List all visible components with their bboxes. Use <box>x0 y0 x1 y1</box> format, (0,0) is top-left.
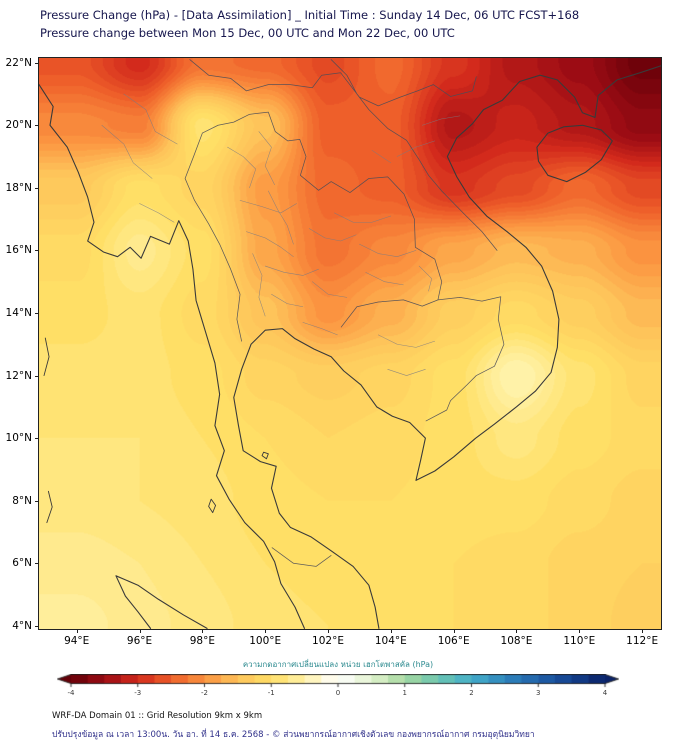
colorbar-canvas <box>57 674 619 689</box>
footer-domain-info: WRF-DA Domain 01 :: Grid Resolution 9km … <box>52 711 263 721</box>
province-borders-path <box>102 94 460 376</box>
x-axis-tick-mark <box>453 629 455 633</box>
y-axis-tick-label: 14°N <box>5 306 32 319</box>
x-axis-tick-mark <box>76 629 78 633</box>
x-axis-tick-mark <box>139 629 141 633</box>
x-axis-tick-label: 94°E <box>64 635 90 647</box>
x-axis-tick-mark <box>265 629 267 633</box>
page-title: Pressure Change (hPa) - [Data Assimilati… <box>40 8 580 22</box>
colorbar-tick-label: -4 <box>67 689 75 697</box>
page-subtitle: Pressure change between Mon 15 Dec, 00 U… <box>40 26 455 40</box>
x-axis-tick-label: 100°E <box>249 635 282 647</box>
x-axis-tick-mark <box>328 629 329 633</box>
y-axis-tick-label: 12°N <box>5 369 32 382</box>
x-axis-tick-label: 96°E <box>126 635 153 647</box>
country-borders-path <box>185 60 504 567</box>
y-axis-tick-mark <box>35 375 39 377</box>
coastline-hainan-path <box>537 125 612 181</box>
map-plot-area: 94°E 96°E 98°E 100°E 102°E 104°E 106°E 108°E 110… <box>6 57 662 647</box>
colorbar-tick-label: -1 <box>267 689 275 697</box>
y-axis-tick-label: 22°N <box>5 56 32 69</box>
coastline-gulf-indochina-path <box>234 66 661 629</box>
x-axis-tick-mark <box>390 629 392 633</box>
y-axis-tick-label: 6°N <box>12 557 32 570</box>
colorbar-label: ความกดอากาศเปลี่ยนแปลง หน่วย เฮกโตพาสคัล… <box>242 660 434 669</box>
colorbar-tick-label: 0 <box>335 689 341 697</box>
coastline-islands-path <box>44 338 268 523</box>
x-axis-tick-label: 98°E <box>189 635 215 647</box>
y-axis-tick-label: 18°N <box>5 181 32 194</box>
x-axis-tick-label: 102°E <box>312 635 344 647</box>
colorbar-tick-label: -3 <box>134 689 142 697</box>
colorbar: -4 -3 -2 -1 0 1 2 3 4 <box>57 674 619 704</box>
colorbar-tick-label: -2 <box>201 689 208 697</box>
x-axis-tick-label: 106°E <box>437 635 470 647</box>
y-axis-tick-label: 20°N <box>5 119 32 132</box>
y-axis-tick-mark <box>35 125 39 127</box>
colorbar-tick-label: 1 <box>402 689 407 697</box>
x-axis-tick-label: 108°E <box>500 635 533 647</box>
colorbar-tick-label: 2 <box>469 689 474 697</box>
y-axis-tick-label: 8°N <box>12 494 32 507</box>
y-axis-tick-mark <box>35 62 39 64</box>
x-axis-tick-label: 112°E <box>626 635 659 647</box>
y-axis-tick-mark <box>35 312 39 314</box>
y-axis-tick-mark <box>35 625 39 627</box>
x-axis-tick-label: 110°E <box>563 635 596 647</box>
colorbar-tick-label: 4 <box>602 689 608 697</box>
x-axis-tick-mark <box>516 629 518 633</box>
y-axis-tick-label: 10°N <box>5 432 32 445</box>
coastline-west-path <box>39 85 304 629</box>
y-axis-tick-mark <box>35 250 39 252</box>
y-axis-tick-mark <box>35 438 39 440</box>
x-axis-tick-mark <box>579 629 581 633</box>
y-axis-tick-label: 4°N <box>12 619 32 632</box>
y-axis-tick-label: 16°N <box>5 244 32 257</box>
x-axis-tick-label: 104°E <box>374 635 407 647</box>
footer-update-info: ปรับปรุงข้อมูล ณ เวลา 13:00น. วัน อา. ที… <box>52 730 535 740</box>
x-axis-tick-mark <box>202 629 204 633</box>
coastline-sumatra-path <box>116 576 207 629</box>
y-axis-tick-mark <box>35 500 39 502</box>
y-axis-tick-mark <box>35 563 39 565</box>
x-axis-tick-mark <box>642 629 644 633</box>
colorbar-tick-label: 3 <box>536 689 541 697</box>
y-axis-tick-mark <box>35 187 39 189</box>
map-overlay <box>39 58 661 629</box>
